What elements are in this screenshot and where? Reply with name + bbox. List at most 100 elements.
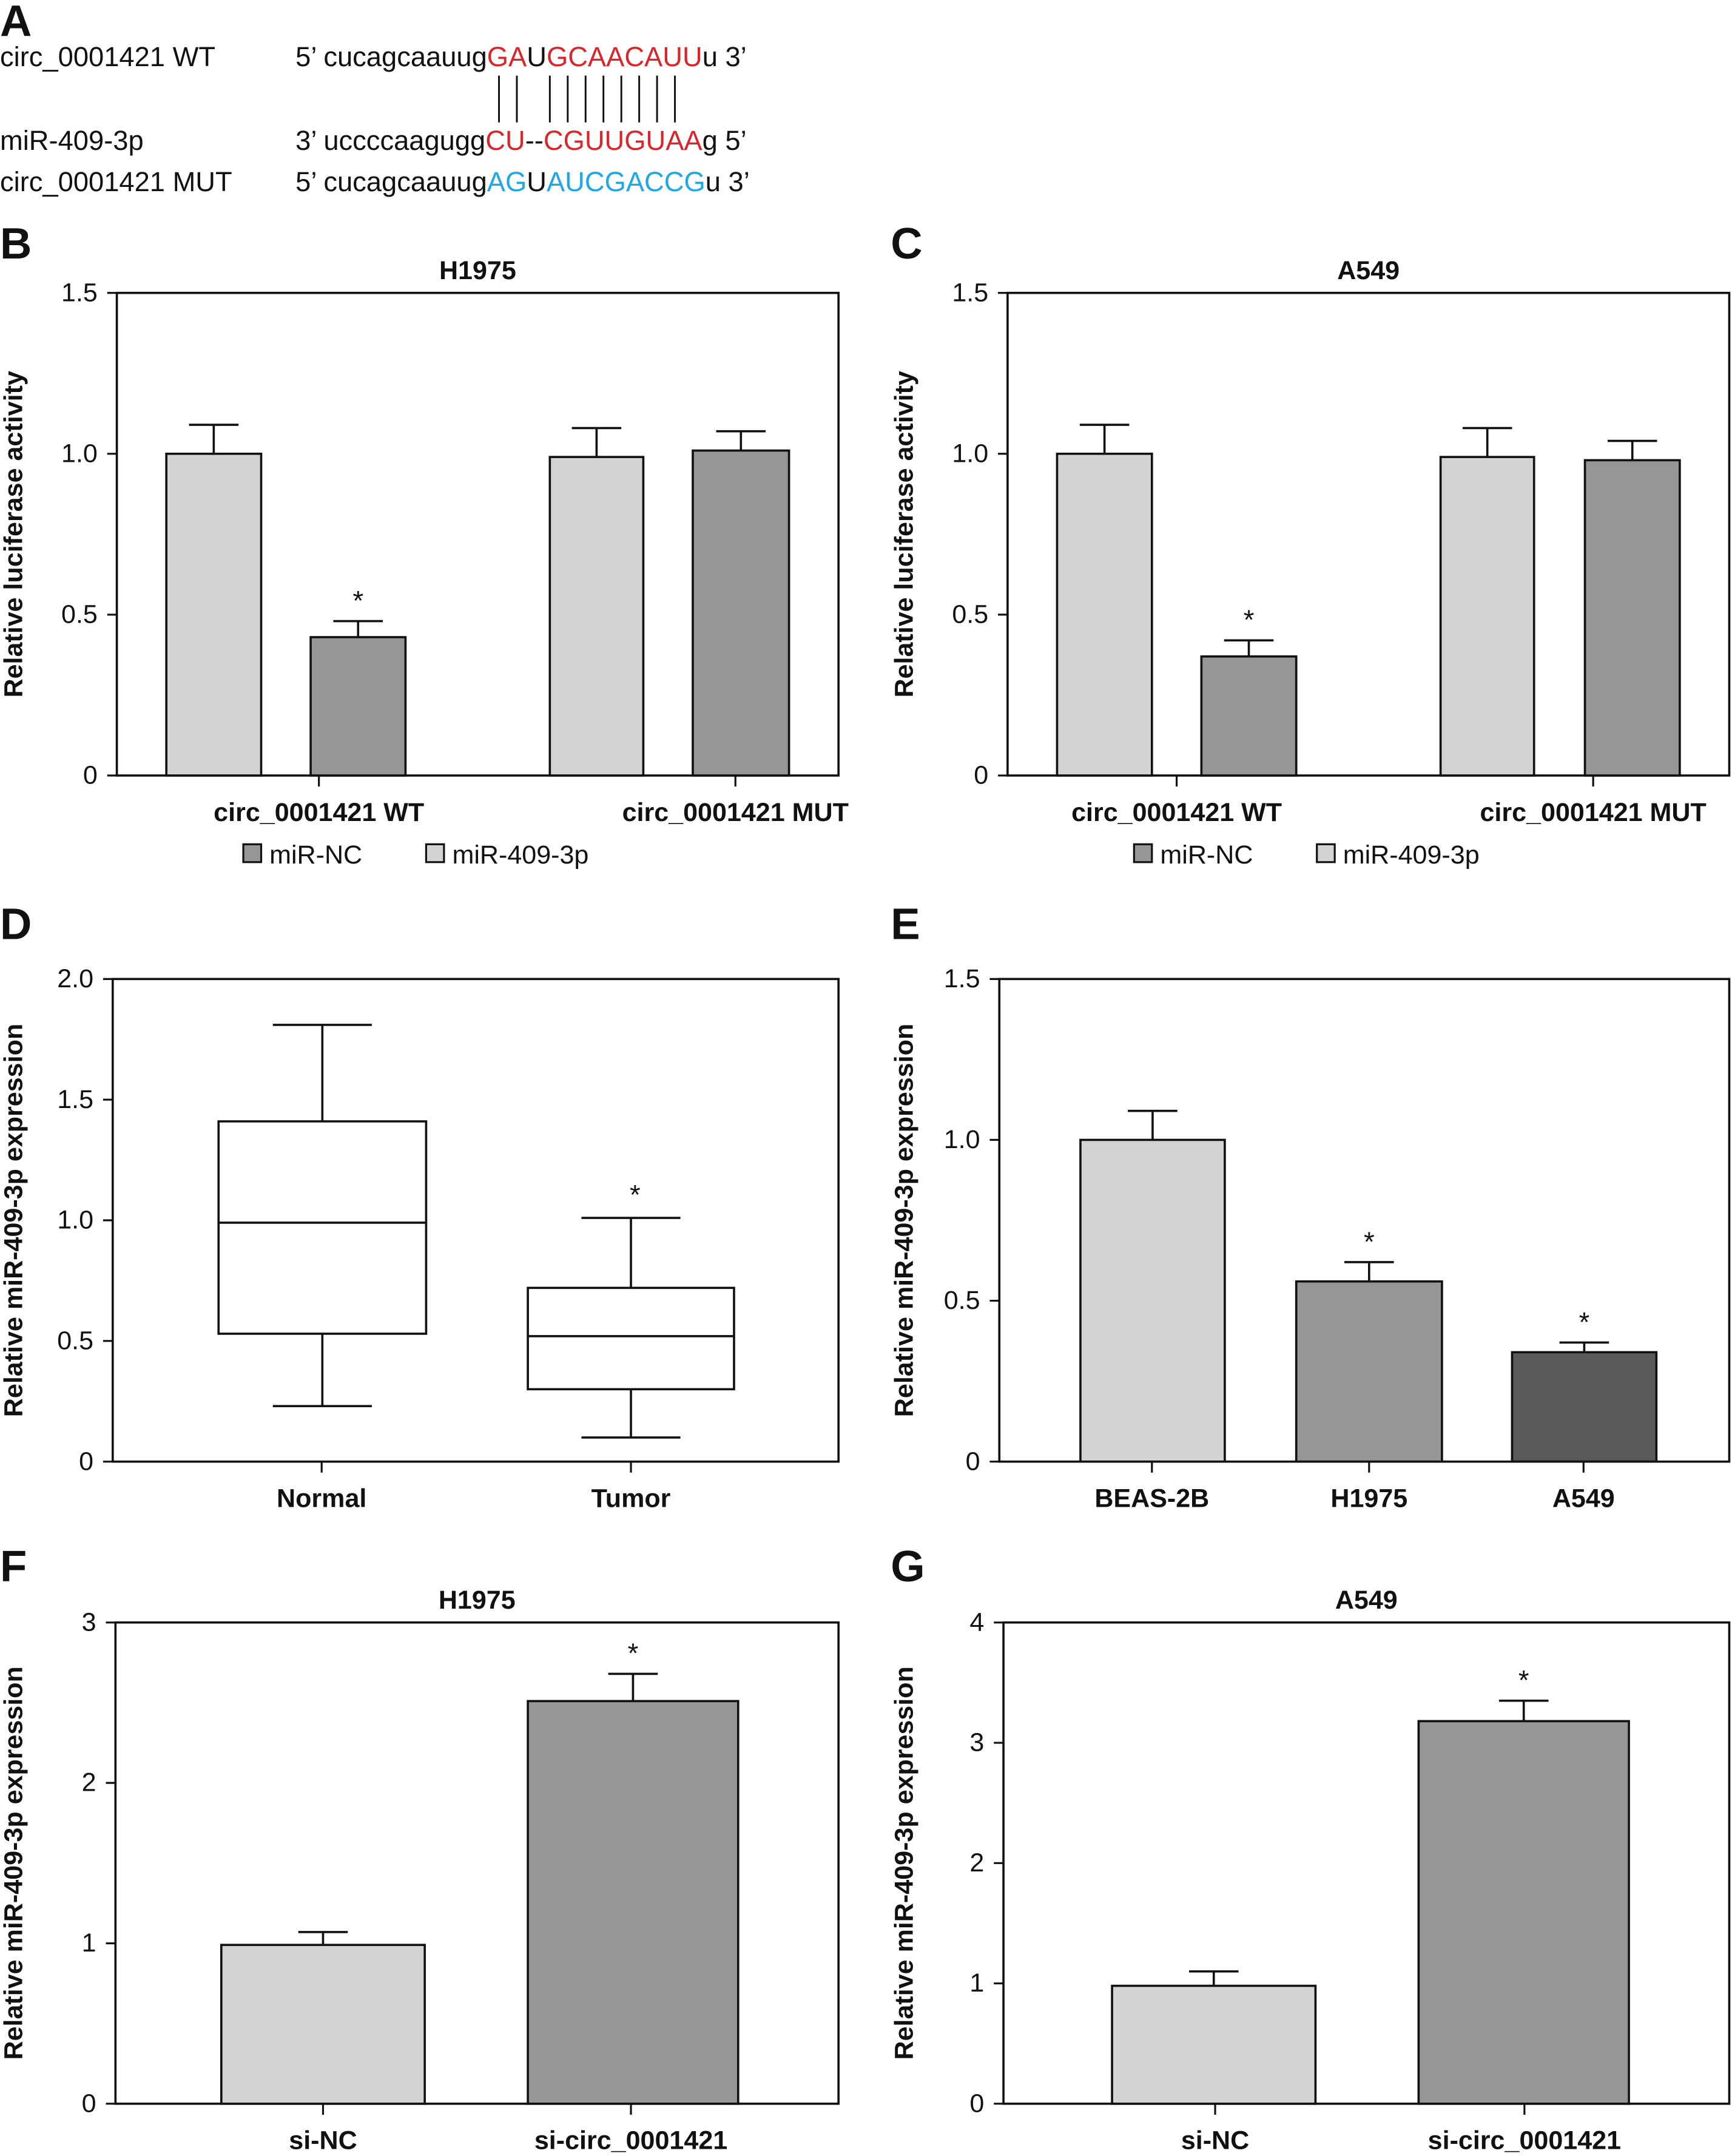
y-tick-label: 1.0 xyxy=(952,439,988,468)
y-tick-label: 1.5 xyxy=(952,278,988,307)
sequence-seed-segment: CU xyxy=(485,125,525,156)
chart-panel-e: E Relative miR-409-3p expression 0 0.5 1.0 1.… xyxy=(890,900,1731,1513)
y-tick-label: 1.0 xyxy=(57,1206,93,1235)
y-tick-label: 1.0 xyxy=(944,1125,980,1154)
sequence-segment: u 3’ xyxy=(703,41,747,72)
bar xyxy=(692,449,790,777)
chart-panel-c: C A549 Relative luciferase activity 0 0.5 1.0… xyxy=(890,219,1731,870)
significance-star: * xyxy=(352,585,363,616)
chart-title: A549 xyxy=(1335,1586,1398,1615)
y-tick-label: 0.5 xyxy=(61,600,98,629)
bar xyxy=(548,456,645,777)
panel-letter: F xyxy=(0,1542,27,1591)
y-tick-label: 0 xyxy=(79,1447,93,1476)
bar xyxy=(1079,1138,1226,1463)
x-tick-label: si-circ_0001421 xyxy=(1428,2126,1621,2155)
sequence: 5’ cucagcaauugAGUAUCGACCGu 3’ xyxy=(295,166,750,197)
y-axis-label: Relative miR-409-3p expression xyxy=(890,1666,919,2060)
y-tick-label: 0 xyxy=(969,2089,984,2118)
y-tick-label: 3 xyxy=(82,1607,96,1637)
x-tick-label: circ_0001421 MUT xyxy=(622,798,849,827)
legend-label: miR-NC xyxy=(269,840,362,870)
sequence: 5’ cucagcaauugGAUGCAACAUUu 3’ xyxy=(295,41,747,72)
sequence-name: miR-409-3p xyxy=(0,125,144,156)
legend-swatch xyxy=(425,843,445,863)
y-tick-label: 2 xyxy=(969,1848,984,1877)
bar xyxy=(1295,1280,1443,1463)
y-axis-label: Relative miR-409-3p expression xyxy=(0,1666,28,2060)
y-tick-label: 0 xyxy=(966,1447,980,1476)
y-tick-label: 2.0 xyxy=(57,964,93,993)
bar xyxy=(1417,1720,1630,2105)
y-axis-label: Relative miR-409-3p expression xyxy=(0,1024,28,1417)
y-tick-label: 2 xyxy=(82,1768,96,1797)
y-tick-label: 0.5 xyxy=(57,1326,93,1355)
significance-star: * xyxy=(628,1638,639,1669)
sequence-name: circ_0001421 WT xyxy=(0,41,215,72)
x-tick-label: si-NC xyxy=(289,2126,357,2155)
y-tick-label: 0 xyxy=(974,761,988,790)
sequence-segment: -- xyxy=(525,125,544,156)
significance-star: * xyxy=(1244,604,1255,635)
plot-frame xyxy=(1006,291,1731,777)
significance-star: * xyxy=(630,1179,641,1210)
plot-frame xyxy=(115,291,840,777)
x-tick-label: si-NC xyxy=(1181,2126,1249,2155)
x-tick-label: circ_0001421 MUT xyxy=(1480,798,1706,827)
x-tick-label: si-circ_0001421 xyxy=(534,2126,727,2155)
y-tick-label: 4 xyxy=(969,1607,984,1637)
sequence-seed-segment: GCAACAUU xyxy=(547,41,703,72)
x-tick-label: H1975 xyxy=(1330,1484,1407,1513)
panel-letter: C xyxy=(891,219,922,268)
bar xyxy=(309,636,407,777)
sequence-seed-segment: AUCGACCG xyxy=(547,166,706,197)
plot-frame xyxy=(114,1621,840,2105)
y-axis-label: Relative luciferase activity xyxy=(0,371,28,697)
panel-letter: G xyxy=(891,1542,925,1591)
bar xyxy=(165,452,263,777)
legend-label: miR-409-3p xyxy=(452,840,588,870)
charts: B H1975 Relative luciferase activity 0 0.5 1.… xyxy=(0,219,1731,2155)
sequence: 3’ uccccaaguggCU--CGUUGUAAg 5’ xyxy=(295,125,747,156)
chart-panel-d: D Relative miR-409-3p expression 0 0.5 1.0 1.… xyxy=(0,900,840,1513)
y-tick-label: 3 xyxy=(969,1728,984,1757)
significance-star: * xyxy=(1364,1226,1375,1257)
y-tick-label: 1.5 xyxy=(61,278,98,307)
legend-swatch xyxy=(242,843,263,863)
bar xyxy=(1111,1984,1317,2105)
bar xyxy=(220,1944,426,2105)
bar xyxy=(1511,1351,1658,1463)
y-tick-label: 0 xyxy=(83,761,98,790)
sequence-seed-segment: CGUUGUAA xyxy=(544,125,703,156)
box xyxy=(527,1286,735,1391)
legend-label: miR-NC xyxy=(1160,840,1253,870)
sequence-segment: 5’ cucagcaauug xyxy=(295,166,487,197)
y-axis-label: Relative luciferase activity xyxy=(890,371,919,697)
panel-letter-a: A xyxy=(0,0,32,46)
legend-swatch xyxy=(1316,843,1336,863)
sequence-seed-segment: GA xyxy=(487,41,527,72)
box xyxy=(217,1120,428,1335)
bar xyxy=(1056,452,1153,777)
y-tick-label: 0.5 xyxy=(952,600,988,629)
y-tick-label: 1 xyxy=(82,1928,96,1958)
x-tick-label: BEAS-2B xyxy=(1094,1484,1209,1513)
x-tick-label: Tumor xyxy=(591,1484,671,1513)
sequence-seed-segment: AG xyxy=(487,166,527,197)
y-tick-label: 1.5 xyxy=(57,1085,93,1114)
panel-letter: D xyxy=(0,900,32,949)
y-axis-label: Relative miR-409-3p expression xyxy=(890,1024,919,1417)
bar xyxy=(1439,456,1535,777)
panel-a-sequence-alignment: A circ_0001421 WT 5’ cucagcaauugGAUGCAACA… xyxy=(0,0,750,197)
y-tick-label: 1.5 xyxy=(944,964,980,993)
sequence-segment: U xyxy=(527,41,547,72)
y-tick-label: 1.0 xyxy=(61,439,98,468)
chart-title: H1975 xyxy=(439,1586,516,1615)
chart-panel-b: B H1975 Relative luciferase activity 0 0.5 1.… xyxy=(0,219,849,870)
sequence-segment: 3’ uccccaagugg xyxy=(295,125,485,156)
x-tick-label: Normal xyxy=(277,1484,366,1513)
sequence-name: circ_0001421 MUT xyxy=(0,166,232,197)
bar xyxy=(527,1700,740,2105)
chart-title: A549 xyxy=(1337,256,1400,285)
